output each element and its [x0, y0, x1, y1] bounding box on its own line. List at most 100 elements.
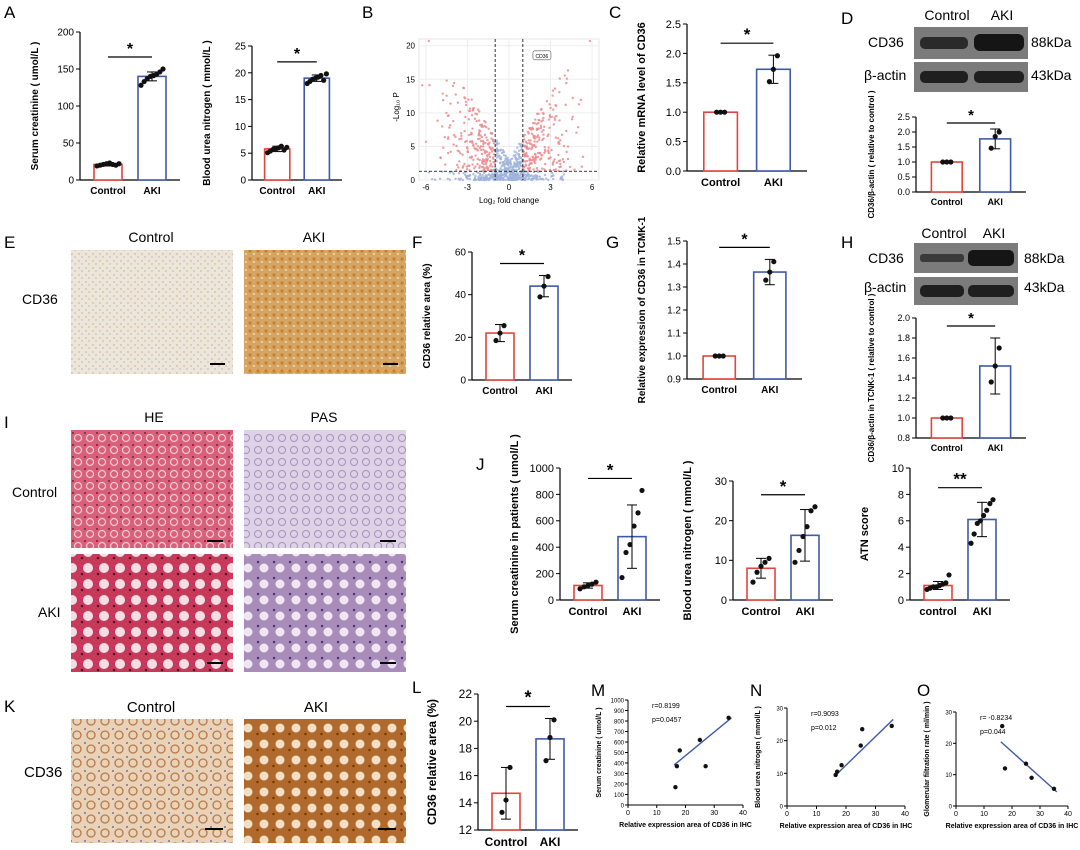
- data-point: [499, 809, 505, 815]
- volcano-point: [454, 177, 457, 180]
- volcano-point: [547, 150, 550, 153]
- data-point: [774, 53, 781, 59]
- volcano-point: [500, 176, 504, 180]
- volcano-point: [517, 158, 520, 161]
- x-tick-label: AKI: [973, 606, 992, 618]
- volcano-point: [505, 161, 508, 165]
- y-tick-label: 0: [721, 595, 727, 607]
- y-tick-label: 20: [459, 714, 473, 728]
- data-point: [321, 77, 327, 83]
- volcano-point: [460, 134, 463, 138]
- volcano-point: [558, 77, 561, 80]
- x-tick-label: 10: [980, 811, 988, 818]
- bar-control: [702, 111, 739, 172]
- volcano-point: [518, 162, 522, 165]
- panel-letter-o: O: [917, 681, 930, 700]
- volcano-point: [509, 162, 512, 165]
- volcano-point: [467, 164, 470, 167]
- x-tick-label: AKI: [623, 606, 642, 618]
- volcano-point: [555, 114, 558, 118]
- volcano-point: [480, 123, 484, 126]
- volcano-point: [445, 79, 448, 82]
- volcano-point: [456, 163, 459, 167]
- panel-letter-d: D: [841, 9, 853, 28]
- volcano-point: [495, 139, 499, 142]
- panel-letter-j: J: [476, 455, 485, 474]
- correlation-p: p=0.0457: [652, 717, 681, 724]
- y-axis-label: Serum creatinine in patients ( umol/L ): [509, 434, 521, 634]
- volcano-point: [558, 165, 561, 169]
- volcano-point: [481, 174, 484, 177]
- volcano-point: [492, 148, 496, 152]
- volcano-point: [478, 129, 481, 132]
- volcano-point: [452, 81, 456, 85]
- volcano-point: [566, 145, 570, 148]
- data-point: [160, 66, 166, 72]
- data-point: [537, 294, 543, 300]
- volcano-point: [581, 155, 585, 159]
- volcano-point: [573, 168, 576, 171]
- volcano-point: [510, 157, 514, 160]
- x-tick-label: 20: [682, 810, 690, 817]
- volcano-point: [482, 140, 485, 144]
- volcano-point: [512, 154, 515, 157]
- volcano-point: [550, 148, 553, 152]
- volcano-point: [503, 159, 507, 163]
- y-tick-label: 1.5: [666, 78, 681, 90]
- volcano-point: [542, 112, 545, 116]
- pas-image-aki: [244, 554, 406, 672]
- y-tick-label: 50: [63, 139, 75, 150]
- data-point: [987, 501, 993, 507]
- ihc-image-control: [71, 719, 233, 843]
- volcano-point: [534, 155, 538, 159]
- y-tick-label: 1.0: [897, 413, 910, 423]
- volcano-point: [445, 111, 448, 115]
- volcano-point: [527, 164, 531, 167]
- y-tick-label: 10: [235, 122, 247, 133]
- volcano-point: [534, 153, 537, 156]
- volcano-point: [467, 133, 471, 137]
- data-point: [750, 579, 756, 585]
- y-tick-label: 0.5: [666, 136, 681, 148]
- data-point: [551, 717, 557, 723]
- regression-line: [673, 717, 732, 766]
- data-point: [889, 723, 894, 729]
- volcano-point: [492, 178, 495, 181]
- chart-j2: 0 10 20 30 Blood urea nitrogen ( mmol/L ) Con…: [682, 460, 833, 620]
- y-tick-label: 10: [715, 555, 727, 567]
- scale-bar: [207, 540, 223, 542]
- volcano-point: [446, 151, 450, 155]
- volcano-point: [491, 146, 494, 150]
- panel-letter-k: K: [4, 697, 16, 716]
- volcano-point: [571, 115, 574, 118]
- panel-letter-i: I: [4, 413, 9, 432]
- x-tick-label: AKI: [308, 186, 325, 197]
- y-tick-label: 150: [57, 65, 74, 76]
- blot-row-label: CD36: [868, 250, 904, 266]
- panel-i-row-aki: AKI: [38, 604, 61, 620]
- volcano-point: [531, 127, 535, 131]
- x-axis-label: Relative expression area of CD36 in IHC: [946, 823, 1079, 830]
- data-point: [589, 581, 595, 587]
- volcano-point: [552, 123, 555, 126]
- volcano-point: [448, 124, 452, 127]
- data-point: [623, 549, 629, 556]
- panel-k-row-label: CD36: [24, 764, 62, 781]
- y-axis-label: Serum creatinine ( umol/L ): [596, 707, 603, 797]
- volcano-point: [523, 133, 526, 137]
- volcano-point: [472, 173, 475, 176]
- y-tick-label: 4: [898, 542, 904, 554]
- volcano-point: [548, 113, 552, 117]
- volcano-point: [538, 175, 541, 178]
- data-point: [493, 337, 499, 344]
- volcano-point: [471, 108, 475, 112]
- data-point: [977, 518, 984, 524]
- volcano-point: [530, 132, 534, 135]
- volcano-point: [552, 168, 555, 172]
- data-point: [716, 353, 722, 359]
- volcano-point: [448, 171, 452, 174]
- volcano-point: [499, 158, 503, 161]
- data-point: [284, 144, 290, 150]
- volcano-point: [528, 126, 531, 130]
- volcano-point: [533, 161, 537, 165]
